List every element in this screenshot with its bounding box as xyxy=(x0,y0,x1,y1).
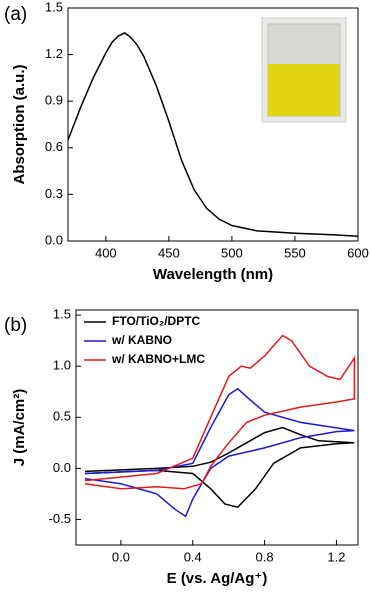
x-tick-label: 600 xyxy=(347,245,369,260)
plot-frame xyxy=(75,309,359,546)
inset-photo xyxy=(261,17,347,123)
x-axis-label: E (vs. Ag/Ag⁺) xyxy=(167,570,268,587)
cv-curve xyxy=(84,426,355,509)
y-axis-label: J (mA/cm²) xyxy=(11,389,28,467)
y-tick-label: 0.5 xyxy=(53,409,71,424)
x-tick-label: 400 xyxy=(95,245,117,260)
x-axis-label: Wavelength (nm) xyxy=(153,266,273,283)
spectrum-line xyxy=(67,32,359,238)
y-tick-label: 0.0 xyxy=(45,232,63,247)
y-tick-label: 0.0 xyxy=(53,460,71,475)
x-tick-label: 550 xyxy=(284,245,306,260)
x-tick-label: 500 xyxy=(221,245,243,260)
y-tick-label: 1.0 xyxy=(53,358,71,373)
x-tick-label: 450 xyxy=(158,245,180,260)
y-tick-label: 0.3 xyxy=(45,186,63,201)
cv-curve xyxy=(84,387,355,518)
y-axis-label: Absorption (a.u.) xyxy=(11,65,28,185)
y-tick-label: 1.5 xyxy=(53,307,71,322)
legend-label: w/ KABNO xyxy=(111,333,172,347)
y-tick-label: 1.5 xyxy=(45,0,63,14)
x-tick-label: 0.0 xyxy=(112,549,130,564)
panel-label: (a) xyxy=(4,4,27,25)
y-tick-label: 0.6 xyxy=(45,139,63,154)
panel-label: (b) xyxy=(4,315,27,336)
x-tick-label: 1.2 xyxy=(327,549,345,564)
legend-label: w/ KABNO+LMC xyxy=(111,352,205,366)
y-tick-label: 1.2 xyxy=(45,46,63,61)
y-tick-label: -0.5 xyxy=(49,511,71,526)
x-tick-label: 0.4 xyxy=(184,549,202,564)
y-tick-label: 0.9 xyxy=(45,93,63,108)
plot-frame xyxy=(67,7,359,242)
legend-label: FTO/TiO₂/DPTC xyxy=(112,314,201,328)
x-tick-label: 0.8 xyxy=(256,549,274,564)
cv-curve xyxy=(84,334,356,490)
